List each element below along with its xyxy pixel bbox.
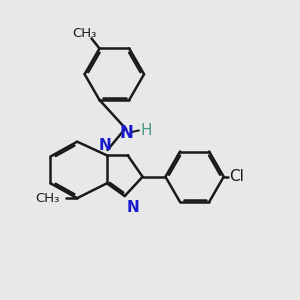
Text: CH₃: CH₃ bbox=[36, 192, 60, 205]
Text: N: N bbox=[99, 138, 112, 153]
Text: CH₃: CH₃ bbox=[72, 26, 96, 40]
Text: Cl: Cl bbox=[229, 169, 244, 184]
Text: H: H bbox=[140, 123, 152, 138]
Text: N: N bbox=[126, 200, 139, 214]
Text: N: N bbox=[119, 124, 133, 142]
